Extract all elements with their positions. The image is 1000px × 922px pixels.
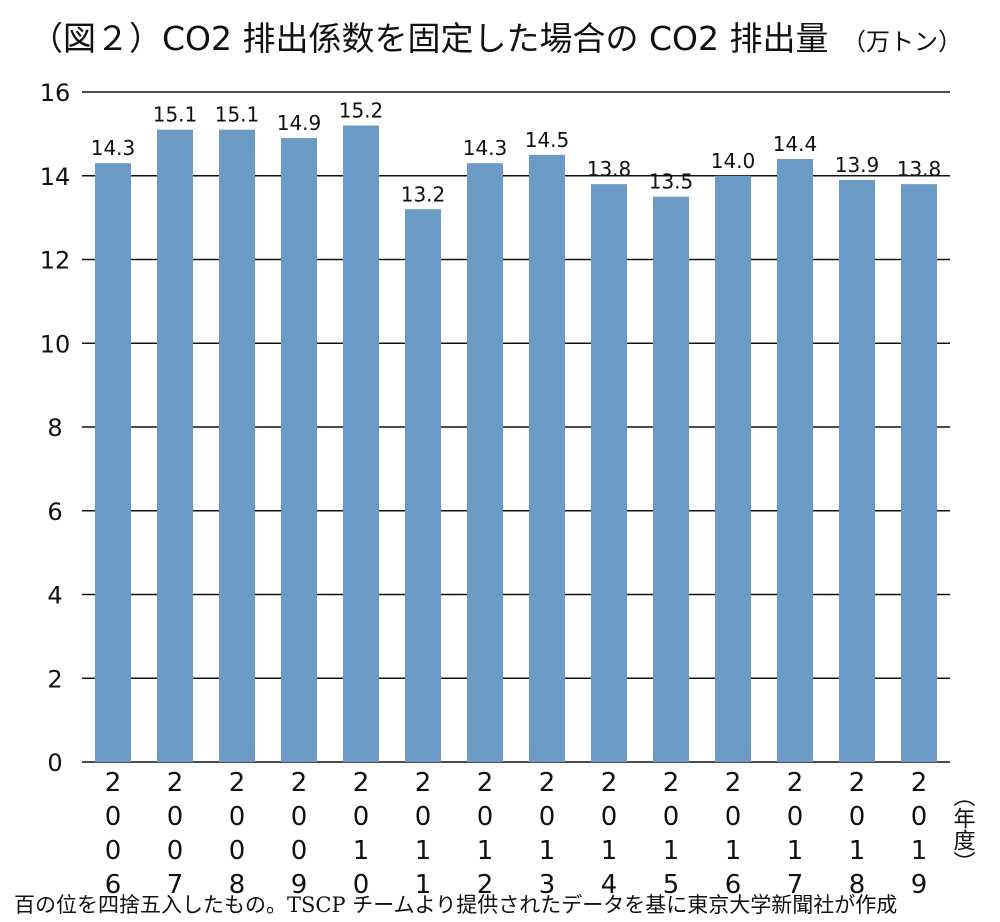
x-tick-label: 2007 (160, 768, 190, 904)
x-tick-label: 2018 (842, 768, 872, 904)
bar (839, 179, 875, 762)
y-tick-label: 10 (40, 330, 71, 358)
x-tick-label: 2014 (594, 768, 624, 904)
y-tick-label: 6 (47, 498, 62, 526)
unit-label: （万トン） (842, 28, 962, 56)
x-tick-label: 2015 (656, 768, 686, 904)
x-tick-label: 2010 (346, 768, 376, 904)
bar (529, 154, 565, 762)
footnote: 百の位を四捨五入したもの。TSCP チームより提供されたデータを基に東京大学新聞… (14, 893, 897, 917)
y-tick-label: 14 (40, 163, 71, 191)
y-tick-label: 4 (47, 582, 62, 610)
x-tick-label: 2008 (222, 768, 252, 904)
bar (901, 184, 937, 762)
bar (281, 138, 317, 762)
y-tick-label: 12 (40, 247, 71, 275)
x-tick-label: 2011 (408, 768, 438, 904)
bar (591, 184, 627, 762)
bar (219, 129, 255, 762)
value-label: 14.9 (277, 111, 322, 135)
y-tick-label: 16 (40, 79, 71, 107)
value-label: 15.1 (215, 103, 260, 127)
x-tick-label: 2013 (532, 768, 562, 904)
bar (343, 125, 379, 762)
value-label: 13.9 (835, 153, 880, 177)
value-label: 14.4 (773, 132, 818, 156)
x-axis-label: （年度） (950, 785, 976, 873)
x-tick-label: 2006 (98, 768, 128, 904)
value-label: 13.2 (401, 182, 446, 206)
x-tick-label: 2017 (780, 768, 810, 904)
bar (157, 129, 193, 762)
value-label: 14.0 (711, 149, 756, 173)
y-tick-label: 0 (47, 749, 62, 777)
value-label: 14.3 (91, 136, 136, 160)
value-label: 13.8 (897, 157, 942, 181)
value-label: 13.5 (649, 170, 694, 194)
bar (653, 196, 689, 762)
x-tick-label: 2019 (904, 768, 934, 904)
bar (405, 209, 441, 762)
y-tick-label: 2 (47, 665, 62, 693)
value-label: 14.3 (463, 136, 508, 160)
value-label: 15.2 (339, 99, 384, 123)
x-tick-label: 2009 (284, 768, 314, 904)
bar (777, 159, 813, 762)
x-tick-label: 2012 (470, 768, 500, 904)
chart-title: （図２）CO2 排出係数を固定した場合の CO2 排出量 (30, 19, 829, 58)
bar (95, 163, 131, 762)
value-label: 13.8 (587, 157, 632, 181)
x-tick-label: 2016 (718, 768, 748, 904)
value-label: 14.5 (525, 128, 570, 152)
bar (715, 175, 751, 762)
value-label: 15.1 (153, 103, 198, 127)
bar (467, 163, 503, 762)
y-tick-label: 8 (47, 414, 62, 442)
